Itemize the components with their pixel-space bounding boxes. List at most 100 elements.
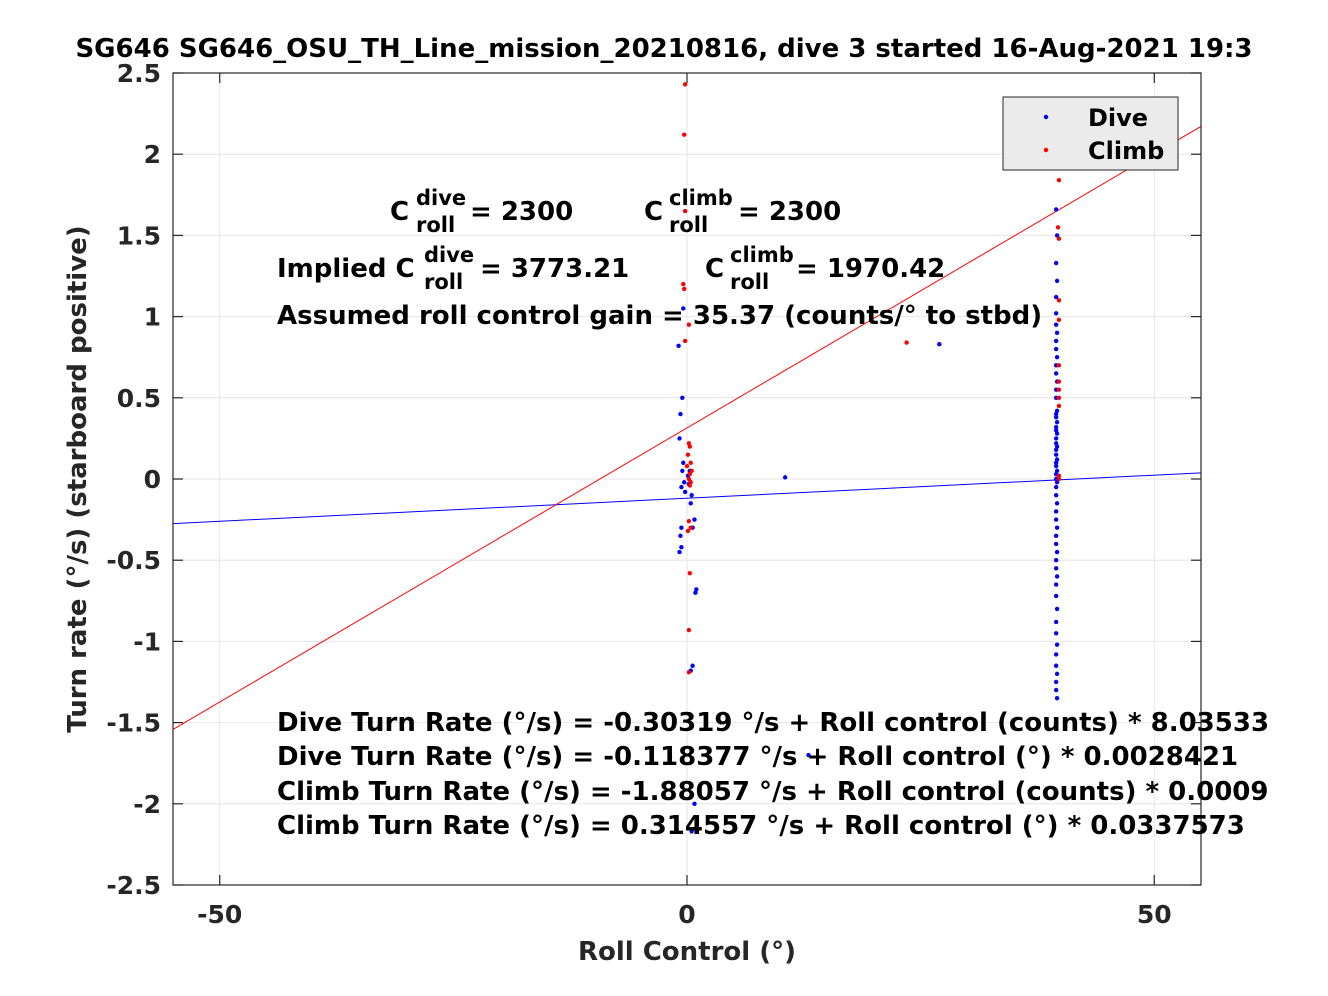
climb-point xyxy=(685,452,691,457)
dive-point xyxy=(679,545,684,550)
climb-point xyxy=(1056,236,1062,241)
dive-point xyxy=(1054,642,1060,647)
y-tick-label: -1.5 xyxy=(106,709,161,738)
dive-point xyxy=(1053,452,1059,457)
climb-point xyxy=(686,519,692,524)
dive-point xyxy=(1053,533,1059,539)
dive-point xyxy=(676,343,681,349)
dive-point xyxy=(1053,558,1059,563)
climb-point xyxy=(687,444,693,449)
y-tick-label: 2 xyxy=(144,140,161,169)
climb-point xyxy=(1056,298,1062,303)
dive-point xyxy=(1054,355,1060,360)
c-roll-dive-prefix: C xyxy=(390,197,409,227)
climb-point xyxy=(681,132,687,137)
dive-point xyxy=(1054,549,1060,555)
climb-point xyxy=(689,468,694,474)
climb-point xyxy=(904,340,909,345)
dive-fit-line xyxy=(173,472,1201,525)
x-tick-labels: -50 0 50 xyxy=(197,900,1172,929)
legend: Dive Climb xyxy=(1002,96,1179,171)
legend-climb-marker xyxy=(1043,147,1049,153)
climb-point xyxy=(1056,473,1062,478)
climb-fit-line xyxy=(173,125,1201,730)
climb-point xyxy=(1056,387,1062,392)
implied-climb-sup: climb xyxy=(730,243,794,267)
dive-point xyxy=(688,501,693,506)
dive-point xyxy=(692,517,697,522)
dive-point xyxy=(680,468,685,474)
y-axis-label: Turn rate (°/s) (starboard positive) xyxy=(63,225,93,732)
dive-point xyxy=(1053,371,1059,376)
climb-point xyxy=(1056,177,1062,183)
dive-point xyxy=(1053,679,1059,685)
dive-point xyxy=(1053,311,1059,316)
dive-point xyxy=(1053,436,1059,441)
climb-point xyxy=(687,471,693,477)
dive-point xyxy=(678,533,683,539)
dive-point xyxy=(782,475,788,480)
y-tick-label: 0.5 xyxy=(117,384,161,413)
dive-point xyxy=(1054,574,1060,579)
dive-point xyxy=(694,587,699,592)
dive-point xyxy=(1053,346,1059,352)
dive-point xyxy=(1053,424,1059,430)
climb-point xyxy=(686,322,692,327)
dive-point xyxy=(1053,484,1059,490)
y-tick-label: -0.5 xyxy=(106,546,161,575)
dive-point xyxy=(1053,463,1059,469)
implied-climb-prefix: C xyxy=(705,254,724,284)
dive-point xyxy=(689,829,694,834)
dive-point xyxy=(1054,233,1060,238)
dive-point xyxy=(1053,460,1059,465)
dive-point xyxy=(692,801,697,806)
dive-point xyxy=(1053,415,1059,420)
c-roll-climb-prefix: C xyxy=(644,197,663,227)
dive-point xyxy=(682,489,688,495)
chart-title: SG646 SG646_OSU_TH_Line_mission_20210816… xyxy=(75,34,1252,64)
climb-point xyxy=(1056,395,1062,400)
dive-point xyxy=(1053,566,1059,571)
y-tick-label: -2 xyxy=(133,790,161,819)
climb-point xyxy=(686,627,692,633)
c-roll-climb-sup: climb xyxy=(669,186,733,210)
dive-point xyxy=(1053,260,1059,266)
climb-point xyxy=(1056,363,1062,368)
c-roll-dive-sup: dive xyxy=(416,186,466,210)
dive-point xyxy=(1053,207,1059,212)
dive-point xyxy=(1054,501,1060,506)
dive-point xyxy=(1053,294,1059,300)
tick-marks xyxy=(173,72,1201,886)
dive-point xyxy=(677,549,682,555)
climb-point xyxy=(685,528,691,534)
climb-point xyxy=(1056,403,1062,409)
c-roll-climb-value: = 2300 xyxy=(738,197,841,227)
climb-point xyxy=(682,82,688,87)
dive-point xyxy=(681,306,686,311)
y-tick-label: 1.5 xyxy=(117,221,161,250)
climb-point xyxy=(1055,225,1061,230)
dive-point xyxy=(1054,606,1060,612)
dive-point xyxy=(681,480,687,485)
gain-annotation: Assumed roll control gain = 35.37 (count… xyxy=(277,301,1042,331)
c-roll-climb-sub: roll xyxy=(669,213,708,237)
climb-point xyxy=(687,570,693,576)
implied-dive-value: = 3773.21 xyxy=(480,254,629,284)
dive-point xyxy=(1053,652,1059,657)
dive-point xyxy=(677,436,682,441)
fit-lines xyxy=(173,125,1201,730)
dive-point xyxy=(1053,509,1059,514)
equations: Dive Turn Rate (°/s) = -0.30319 °/s + Ro… xyxy=(277,708,1269,841)
equation-line: Dive Turn Rate (°/s) = -0.30319 °/s + Ro… xyxy=(277,708,1269,738)
equation-line: Climb Turn Rate (°/s) = 0.314557 °/s + R… xyxy=(277,811,1245,841)
climb-point xyxy=(682,338,688,344)
c-roll-dive-sub: roll xyxy=(416,213,455,237)
y-tick-label: -2.5 xyxy=(106,871,161,900)
c-roll-dive-value: = 2300 xyxy=(470,197,573,227)
implied-prefix: Implied C xyxy=(277,254,415,284)
dive-point xyxy=(1053,493,1059,498)
climb-point xyxy=(681,286,687,292)
dive-point xyxy=(681,460,686,465)
climb-point xyxy=(684,463,690,469)
climb-point xyxy=(681,281,686,287)
